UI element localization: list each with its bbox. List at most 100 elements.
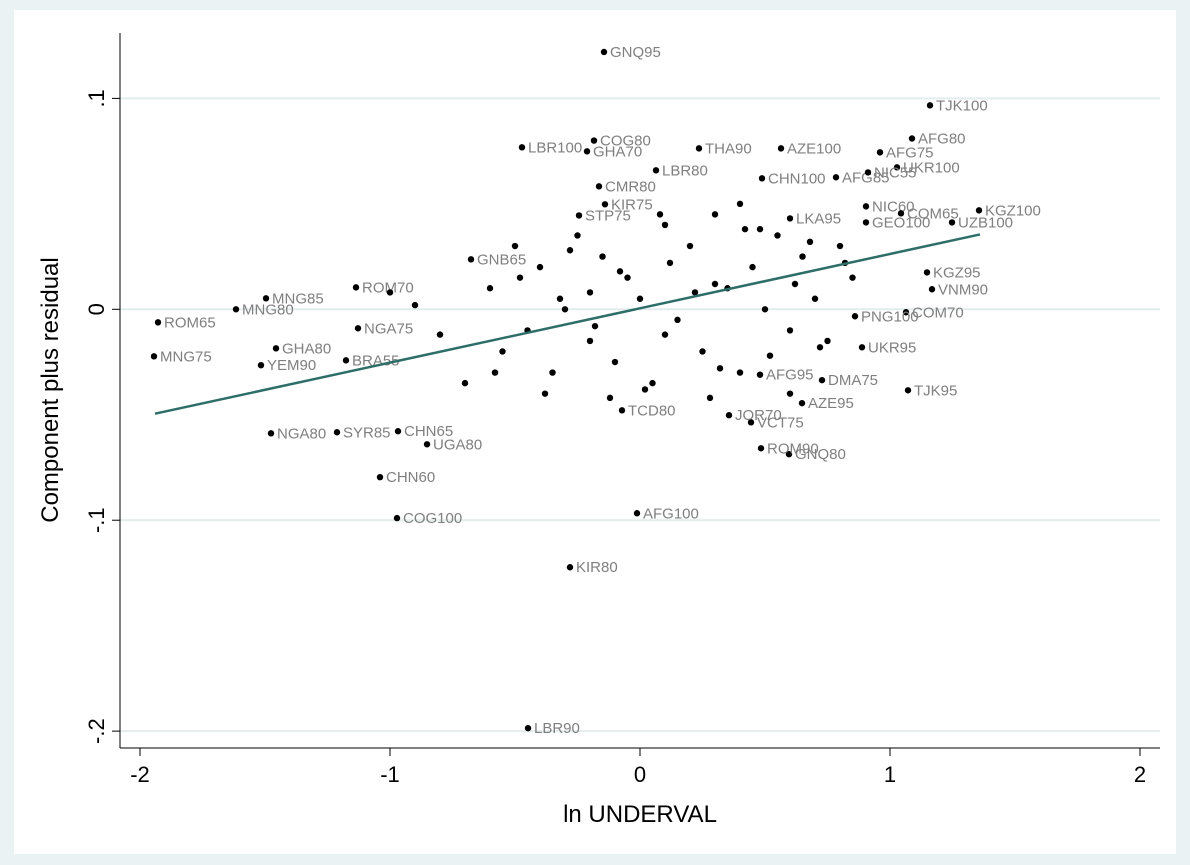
point xyxy=(799,253,806,260)
point xyxy=(876,149,884,156)
point xyxy=(849,274,856,281)
point xyxy=(761,306,769,313)
point-label: AFG80 xyxy=(918,130,966,147)
point xyxy=(661,331,669,338)
point xyxy=(975,207,983,214)
point xyxy=(824,337,831,345)
point xyxy=(818,376,826,384)
point xyxy=(858,344,866,351)
point xyxy=(926,102,934,109)
point xyxy=(272,345,280,352)
point xyxy=(352,284,360,291)
point xyxy=(591,322,599,330)
point xyxy=(267,430,275,437)
point xyxy=(674,316,681,324)
point xyxy=(590,137,598,144)
point-label: LBR100 xyxy=(528,139,582,156)
point xyxy=(606,394,614,402)
point xyxy=(574,232,581,239)
point xyxy=(656,211,664,218)
point xyxy=(154,319,162,326)
x-tick-label: 2 xyxy=(1134,762,1146,787)
point xyxy=(333,429,341,436)
point-label: UZB100 xyxy=(958,214,1013,231)
point-label: YEM90 xyxy=(267,357,316,374)
point-label: LBR80 xyxy=(662,162,708,179)
point xyxy=(618,407,626,414)
point xyxy=(491,369,499,376)
point xyxy=(633,510,641,517)
y-tick-label: 0 xyxy=(84,303,109,315)
point-label: KIR80 xyxy=(576,559,618,576)
point-label: GEO100 xyxy=(872,214,930,231)
point xyxy=(716,365,724,372)
point-label: GNQ95 xyxy=(610,44,661,61)
point xyxy=(411,301,419,309)
point-label: JOR70 xyxy=(735,407,782,424)
point xyxy=(791,280,799,288)
point-label: VCT75 xyxy=(757,414,804,431)
point-label: DMA75 xyxy=(828,372,878,389)
point-label: NGA80 xyxy=(277,425,326,442)
x-tick-label: 1 xyxy=(884,762,896,787)
point xyxy=(786,327,794,334)
point xyxy=(516,274,524,281)
point xyxy=(864,169,872,176)
point xyxy=(928,286,936,293)
point xyxy=(556,295,564,302)
point xyxy=(652,167,660,174)
point xyxy=(386,289,394,296)
point-label: AFG100 xyxy=(643,505,699,522)
point-label: STP75 xyxy=(585,207,631,224)
point xyxy=(342,357,350,364)
point xyxy=(811,295,819,302)
point-label: ROM65 xyxy=(164,314,216,331)
x-tick-label: 0 xyxy=(634,762,646,787)
y-axis-label: Component plus residual xyxy=(37,257,64,523)
point-label: MNG80 xyxy=(242,301,294,318)
point-label: COM70 xyxy=(912,304,964,321)
point xyxy=(832,174,840,181)
point-label: KIR75 xyxy=(611,196,653,213)
point-label: COG80 xyxy=(600,133,651,150)
point xyxy=(862,219,870,226)
point xyxy=(595,183,603,190)
point xyxy=(600,48,608,56)
point xyxy=(706,394,714,402)
point xyxy=(486,285,494,292)
point xyxy=(816,344,824,351)
point xyxy=(616,268,624,275)
point xyxy=(262,295,270,302)
point-label: CHN60 xyxy=(386,469,435,486)
point xyxy=(923,269,931,276)
point-label: MNG75 xyxy=(160,348,212,365)
point xyxy=(666,259,674,267)
point xyxy=(893,164,901,171)
point xyxy=(376,473,384,481)
point-label: ROM90 xyxy=(767,440,819,457)
point xyxy=(736,369,744,376)
point xyxy=(393,514,401,522)
point xyxy=(624,274,631,281)
point xyxy=(354,325,362,332)
point-label: AFG95 xyxy=(766,367,814,384)
point xyxy=(904,387,912,394)
point xyxy=(436,331,444,338)
point xyxy=(257,361,265,369)
point xyxy=(747,419,755,426)
point-label: ROM70 xyxy=(362,279,414,296)
point xyxy=(566,247,574,254)
point-label: COG100 xyxy=(403,510,462,527)
point xyxy=(836,242,844,250)
point xyxy=(599,253,606,260)
point-label: CHN65 xyxy=(404,423,453,440)
point xyxy=(786,390,794,397)
point xyxy=(661,221,669,229)
point xyxy=(586,289,594,296)
point xyxy=(601,201,609,208)
point xyxy=(561,306,569,313)
point-label: SYR85 xyxy=(343,424,391,441)
x-tick-label: -2 xyxy=(130,762,150,787)
point xyxy=(583,148,591,155)
